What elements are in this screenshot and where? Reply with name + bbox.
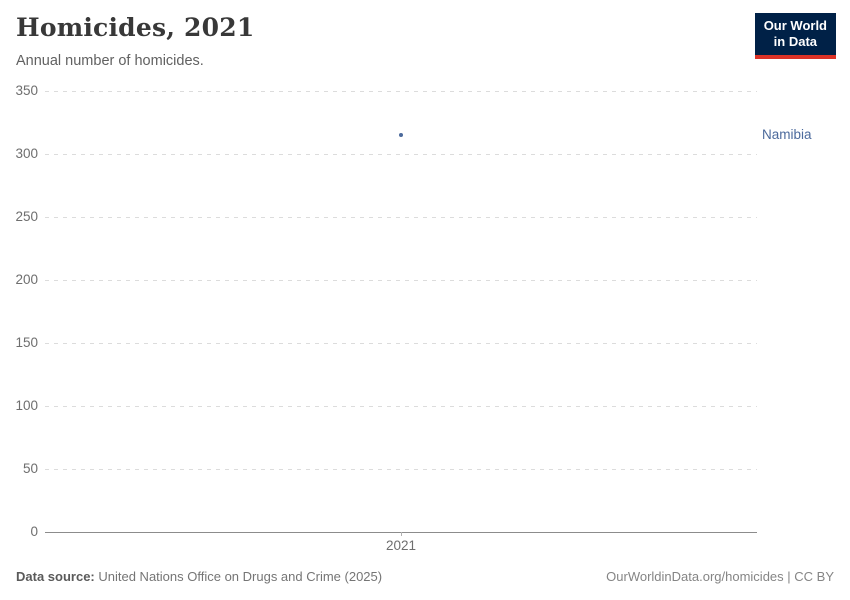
x-tick-label: 2021 [385,538,417,553]
y-tick-label: 300 [15,146,38,161]
y-tick-label: 250 [15,209,38,224]
owid-logo-line1: Our World [763,18,827,33]
data-source-text: United Nations Office on Drugs and Crime… [94,569,383,584]
y-tick-label: 150 [15,335,38,350]
gridline [45,91,757,92]
y-tick-label: 0 [30,524,38,539]
chart-title: Homicides, 2021 [16,13,255,42]
owid-logo-line2: in Data [773,34,818,49]
data-point-namibia[interactable] [399,133,403,138]
owid-logo[interactable]: Our World in Data [754,13,836,59]
gridline [45,469,757,470]
y-tick-label: 350 [15,83,38,98]
y-tick-label: 50 [22,461,38,476]
gridline [45,154,757,155]
entity-label-namibia[interactable]: Namibia [762,127,812,143]
data-source-label: Data source: [16,569,95,584]
data-source-note: Data source: United Nations Office on Dr… [16,569,382,584]
x-tick-mark [401,532,402,536]
gridline [45,343,757,344]
gridline [45,217,757,218]
chart-subtitle: Annual number of homicides. [16,53,204,69]
y-tick-label: 100 [15,398,38,413]
gridline [45,406,757,407]
y-tick-label: 200 [15,272,38,287]
gridline [45,280,757,281]
attribution-link[interactable]: OurWorldinData.org/homicides | CC BY [606,569,834,584]
